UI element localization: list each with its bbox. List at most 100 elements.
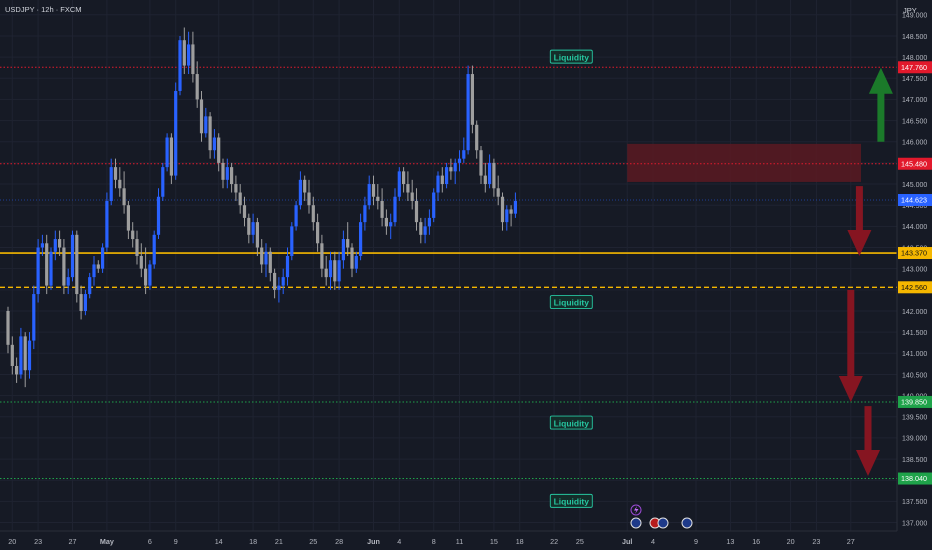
candle-body[interactable] xyxy=(427,217,431,227)
candle-body[interactable] xyxy=(376,196,380,201)
candle-body[interactable] xyxy=(225,167,229,180)
candle-body[interactable] xyxy=(264,251,268,265)
candle-body[interactable] xyxy=(440,175,444,185)
candle-body[interactable] xyxy=(328,260,333,278)
candle-body[interactable] xyxy=(83,294,87,311)
candle-body[interactable] xyxy=(350,247,354,269)
candle-body[interactable] xyxy=(367,184,371,206)
candle-body[interactable] xyxy=(27,340,32,371)
candle-body[interactable] xyxy=(303,179,307,193)
candle-body[interactable] xyxy=(389,222,393,227)
candle-body[interactable] xyxy=(277,285,281,290)
candle-body[interactable] xyxy=(255,222,259,248)
candle-body[interactable] xyxy=(307,192,311,206)
candle-body[interactable] xyxy=(40,243,44,248)
candle-body[interactable] xyxy=(406,184,410,193)
candle-body[interactable] xyxy=(410,192,414,201)
candle-body[interactable] xyxy=(221,162,225,180)
candle-body[interactable] xyxy=(230,167,234,185)
candle-body[interactable] xyxy=(260,247,264,265)
candle-body[interactable] xyxy=(15,365,19,375)
candle-body[interactable] xyxy=(217,137,221,163)
economic-events[interactable] xyxy=(630,504,693,529)
candle-body[interactable] xyxy=(118,179,122,189)
candle-body[interactable] xyxy=(359,222,363,256)
candle-body[interactable] xyxy=(380,200,384,218)
candle-body[interactable] xyxy=(354,255,358,269)
candle-body[interactable] xyxy=(79,294,83,311)
candle-body[interactable] xyxy=(432,192,436,218)
candle-body[interactable] xyxy=(238,192,242,206)
candle-body[interactable] xyxy=(470,74,474,125)
candle-body[interactable] xyxy=(488,162,492,185)
candle-body[interactable] xyxy=(195,74,199,100)
candle-body[interactable] xyxy=(371,184,376,197)
candle-body[interactable] xyxy=(10,344,14,366)
candle-body[interactable] xyxy=(423,226,427,235)
candle-body[interactable] xyxy=(148,264,152,286)
candle-body[interactable] xyxy=(191,44,195,75)
candle-body[interactable] xyxy=(436,175,440,193)
candle-body[interactable] xyxy=(457,158,462,163)
candle-body[interactable] xyxy=(273,272,277,290)
candle-body[interactable] xyxy=(131,230,135,240)
candle-body[interactable] xyxy=(169,137,173,176)
candle-body[interactable] xyxy=(384,217,388,227)
candle-body[interactable] xyxy=(483,175,487,185)
candle-body[interactable] xyxy=(453,162,457,172)
candle-body[interactable] xyxy=(70,234,75,278)
candle-body[interactable] xyxy=(251,222,255,235)
candle-body[interactable] xyxy=(492,162,496,189)
candle-body[interactable] xyxy=(449,167,453,172)
candle-body[interactable] xyxy=(156,196,161,235)
candle-body[interactable] xyxy=(204,116,208,134)
candle-body[interactable] xyxy=(281,277,285,286)
candle-body[interactable] xyxy=(144,268,148,286)
candle-body[interactable] xyxy=(363,205,367,223)
candle-body[interactable] xyxy=(505,209,509,223)
candle-body[interactable] xyxy=(66,277,70,286)
candle-body[interactable] xyxy=(294,205,298,227)
candle-body[interactable] xyxy=(397,171,401,197)
candle-body[interactable] xyxy=(290,226,294,256)
candle-body[interactable] xyxy=(500,196,505,223)
candle-body[interactable] xyxy=(174,90,178,176)
candle-body[interactable] xyxy=(414,200,419,223)
candle-body[interactable] xyxy=(402,171,406,185)
time-axis[interactable]: 20 23 27 May 6 9 14 18 21 25 28 Jun 4 8 11 15 18 22 25 Jul 4… xyxy=(0,530,932,550)
candle-body[interactable] xyxy=(445,167,449,185)
candle-body[interactable] xyxy=(346,239,350,248)
candle-body[interactable] xyxy=(462,150,466,159)
candle-body[interactable] xyxy=(109,167,113,201)
candle-body[interactable] xyxy=(298,179,302,206)
candle-body[interactable] xyxy=(419,222,423,235)
candle-body[interactable] xyxy=(53,239,57,252)
event-flag-icon[interactable] xyxy=(630,517,642,529)
candle-body[interactable] xyxy=(496,188,500,197)
candle-body[interactable] xyxy=(122,188,126,206)
candle-body[interactable] xyxy=(161,167,165,197)
candle-body[interactable] xyxy=(285,255,290,278)
candle-body[interactable] xyxy=(234,184,238,193)
candle-body[interactable] xyxy=(324,268,328,278)
candles[interactable] xyxy=(6,27,517,388)
candle-body[interactable] xyxy=(45,243,49,286)
candle-body[interactable] xyxy=(135,239,139,256)
candle-body[interactable] xyxy=(466,74,470,151)
candle-body[interactable] xyxy=(92,264,96,278)
candle-body[interactable] xyxy=(75,234,79,295)
candle-body[interactable] xyxy=(113,167,118,180)
candle-body[interactable] xyxy=(341,239,345,261)
candle-body[interactable] xyxy=(316,222,320,244)
event-flag-icon[interactable] xyxy=(657,517,669,529)
candle-body[interactable] xyxy=(182,40,186,66)
candle-body[interactable] xyxy=(268,251,272,273)
candle-body[interactable] xyxy=(88,277,92,295)
candle-body[interactable] xyxy=(212,137,216,151)
candle-body[interactable] xyxy=(247,217,251,235)
event-flag-icon[interactable] xyxy=(681,517,693,529)
candle-body[interactable] xyxy=(509,209,513,214)
candle-body[interactable] xyxy=(152,234,156,265)
candle-body[interactable] xyxy=(105,200,109,248)
